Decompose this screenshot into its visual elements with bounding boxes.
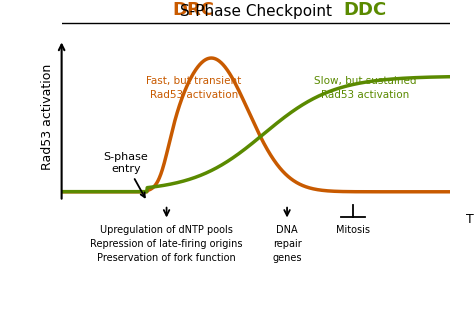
Text: S-Phase Checkpoint: S-Phase Checkpoint — [180, 4, 332, 19]
Text: Upregulation of dNTP pools
Repression of late-firing origins
Preservation of for: Upregulation of dNTP pools Repression of… — [91, 225, 243, 263]
Text: Rad53 activation: Rad53 activation — [41, 64, 54, 170]
Text: Fast, but transient
Rad53 activation: Fast, but transient Rad53 activation — [146, 76, 241, 100]
Text: Slow, but sustained
Rad53 activation: Slow, but sustained Rad53 activation — [313, 76, 416, 100]
Text: DDC: DDC — [343, 1, 386, 19]
Text: DRC: DRC — [173, 1, 215, 19]
Text: S-phase
entry: S-phase entry — [103, 152, 148, 197]
Text: DNA
repair
genes: DNA repair genes — [272, 225, 302, 263]
Text: Mitosis: Mitosis — [336, 225, 370, 235]
Text: Time: Time — [466, 213, 474, 226]
